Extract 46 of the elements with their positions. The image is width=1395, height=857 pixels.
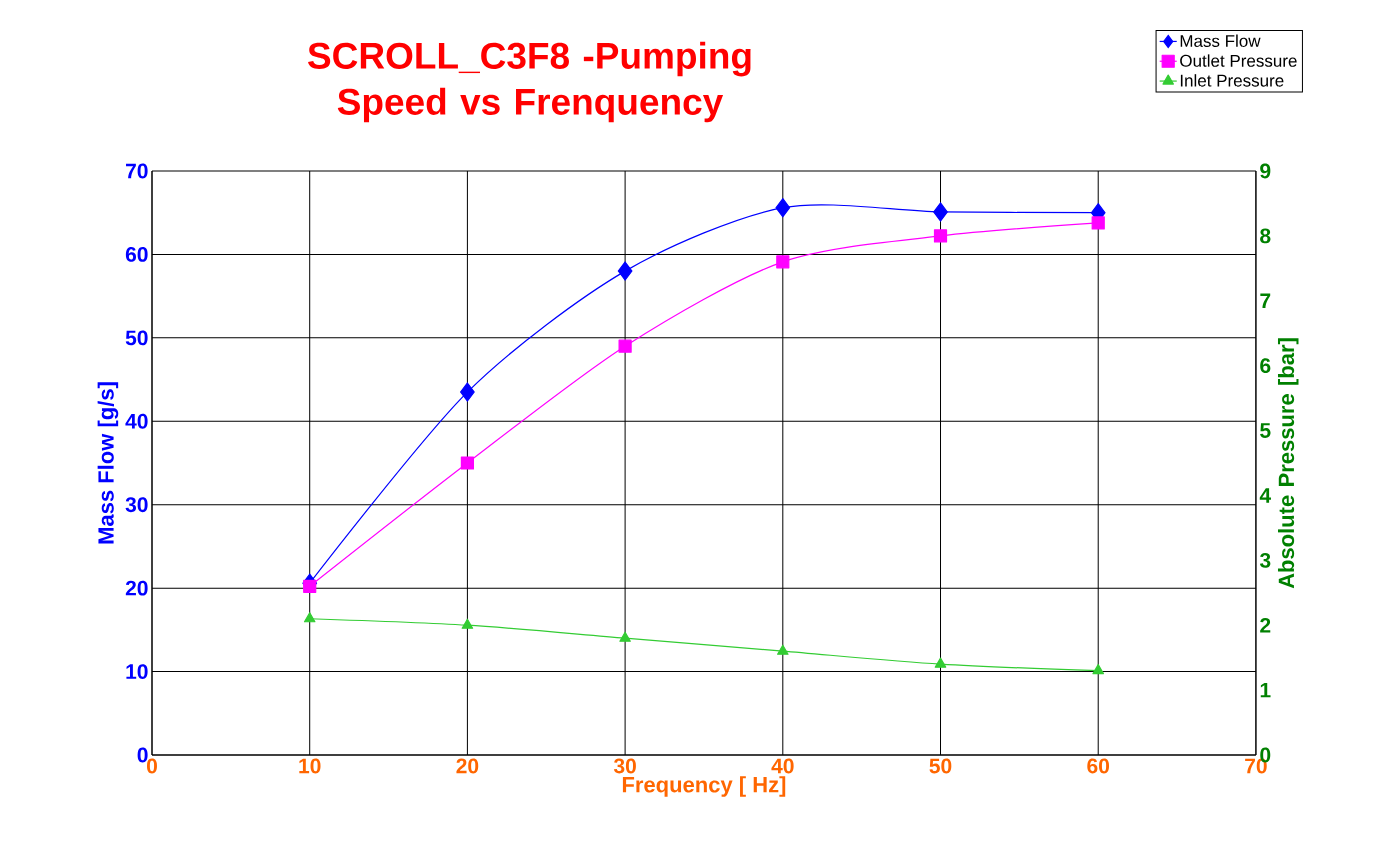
x-tick-label: 50 — [929, 758, 952, 774]
point — [460, 382, 475, 402]
y2-tick-label: 7 — [1260, 293, 1271, 308]
legend-label: Outlet Pressure — [1180, 54, 1297, 67]
y-tick-label: 40 — [125, 413, 148, 429]
x-tick-label: 10 — [299, 758, 321, 774]
x-axis-title: Frequency [ Hz] — [622, 776, 786, 797]
point — [776, 255, 790, 269]
legend-label: Inlet Pressure — [1180, 74, 1284, 87]
x-tick-label: 60 — [1087, 758, 1110, 774]
y2-tick-label: 4 — [1259, 488, 1272, 503]
y2-tick-label: 3 — [1259, 552, 1271, 568]
y-tick-label: 20 — [125, 580, 148, 596]
y2-tick-label: 5 — [1260, 423, 1271, 438]
legend-label: Mass Flow — [1180, 34, 1261, 48]
point — [460, 456, 474, 470]
point — [303, 579, 317, 593]
point — [461, 618, 474, 629]
point — [777, 644, 789, 655]
x-tick-label: 30 — [613, 758, 636, 774]
point — [617, 261, 633, 281]
y-axis-title: Mass Flow [g/s] — [97, 382, 119, 544]
y-tick-label: 30 — [125, 497, 148, 513]
point — [1092, 664, 1105, 675]
y2-axis-title: Absolute Pressure [bar] — [1277, 338, 1299, 589]
point — [933, 202, 948, 222]
point — [619, 631, 631, 642]
point — [934, 657, 947, 668]
y2-tick-label: 8 — [1260, 228, 1271, 244]
point — [618, 339, 632, 353]
y2-tick-label: 1 — [1260, 682, 1271, 698]
y-tick-label: 0 — [137, 747, 148, 763]
point — [1091, 216, 1105, 230]
y-tick-label: 60 — [125, 246, 148, 262]
y-tick-label: 70 — [126, 163, 148, 179]
x-tick-label: 20 — [456, 758, 479, 774]
y2-tick-label: 2 — [1260, 617, 1271, 633]
y2-tick-label: 6 — [1260, 358, 1271, 374]
point — [933, 229, 948, 243]
y2-tick-label: 9 — [1260, 163, 1271, 179]
point — [303, 612, 316, 623]
x-tick-label: 40 — [771, 758, 794, 774]
y-tick-label: 10 — [126, 664, 148, 679]
y-tick-label: 50 — [125, 330, 148, 346]
chart-title: SCROLL_C3F8 -Pumping Speed vs Frenquency — [308, 41, 751, 123]
point — [775, 198, 791, 218]
